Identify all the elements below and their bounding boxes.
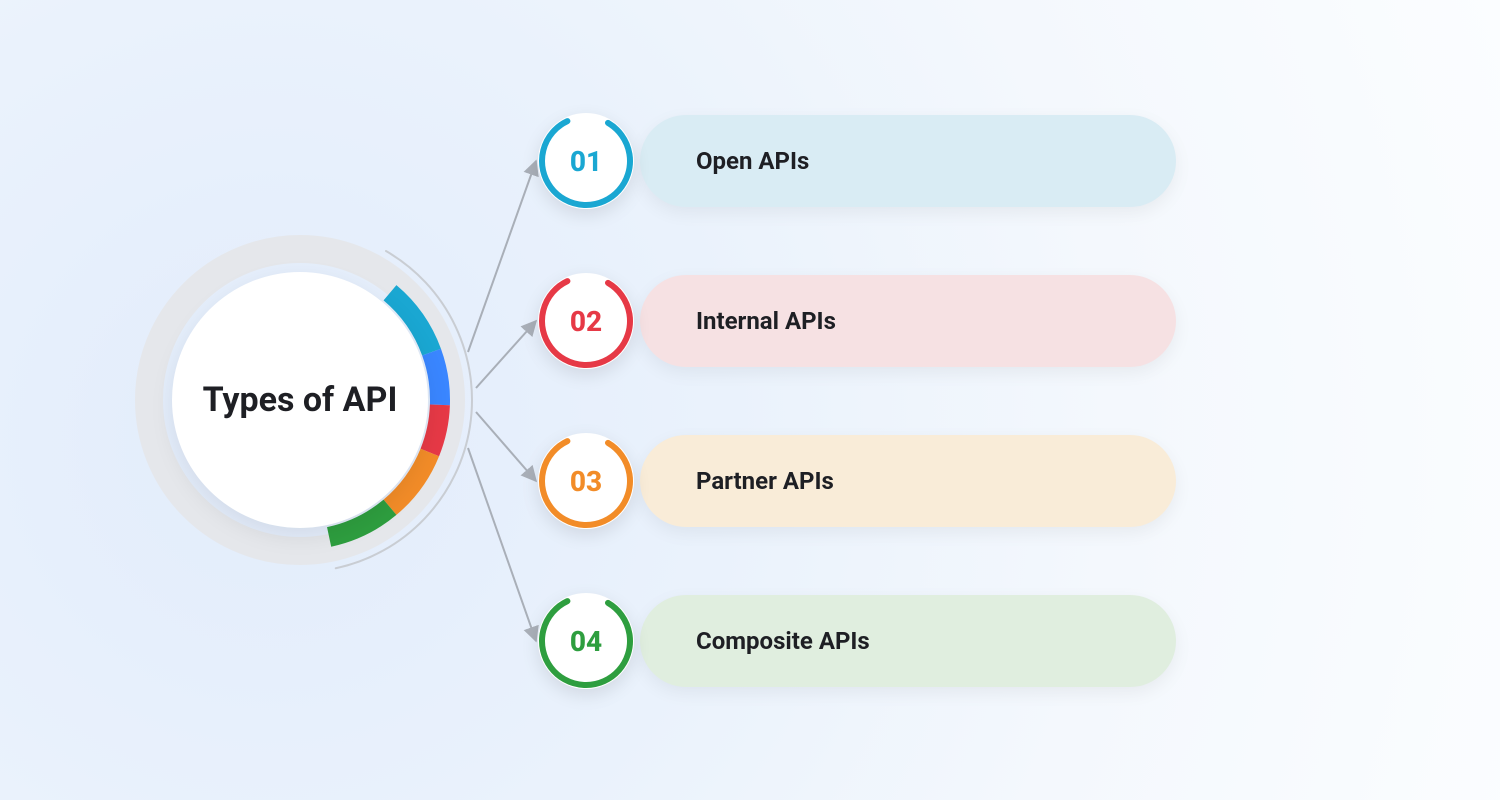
item-pill: Open APIs	[640, 115, 1176, 207]
item-label: Composite APIs	[696, 627, 870, 655]
item-number: 03	[570, 465, 602, 498]
hub-title: Types of API	[203, 380, 398, 420]
infographic-canvas: Types of API Open APIs 01 Internal APIs 02 P…	[0, 0, 1500, 800]
item-number: 01	[570, 145, 602, 178]
item-label: Open APIs	[696, 147, 809, 175]
item-pill: Partner APIs	[640, 435, 1176, 527]
item-badge: 04	[538, 593, 634, 689]
item-pill: Internal APIs	[640, 275, 1176, 367]
item-label: Internal APIs	[696, 307, 836, 335]
item-badge: 02	[538, 273, 634, 369]
item-number: 02	[570, 305, 602, 338]
item-number: 04	[570, 625, 602, 658]
item-label: Partner APIs	[696, 467, 834, 495]
item-pill: Composite APIs	[640, 595, 1176, 687]
hub-inner-circle: Types of API	[172, 272, 428, 528]
item-badge: 03	[538, 433, 634, 529]
item-badge: 01	[538, 113, 634, 209]
